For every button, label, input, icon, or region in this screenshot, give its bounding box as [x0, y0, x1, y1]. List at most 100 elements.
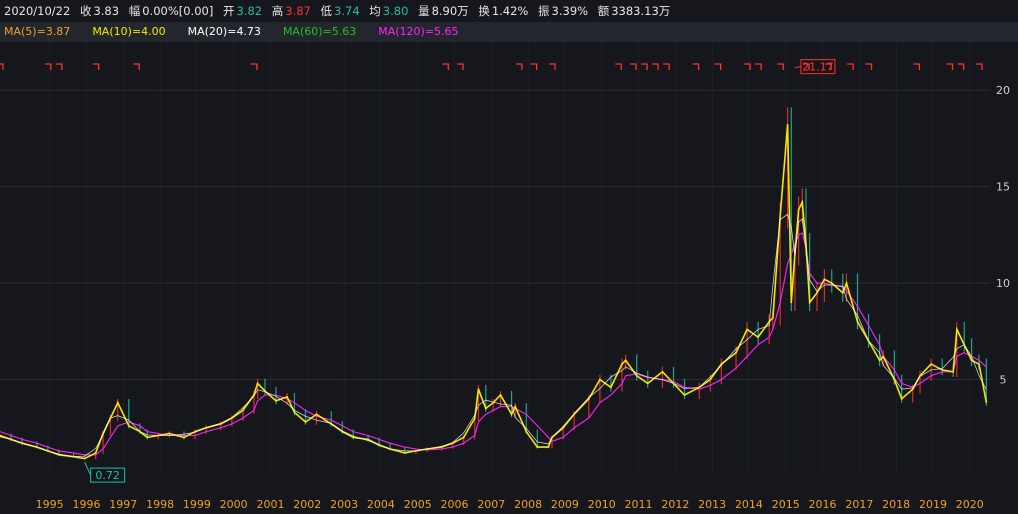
price-point [801, 201, 804, 203]
avg-value: 3.80 [382, 4, 409, 18]
price-point [672, 382, 675, 385]
x-tick-label: 2007 [477, 498, 505, 511]
event-marker [913, 63, 921, 70]
price-point [698, 386, 701, 389]
event-marker [615, 63, 622, 70]
event-marker [865, 63, 873, 70]
price-point [378, 444, 380, 447]
annotation-leader [794, 66, 802, 69]
event-marker [442, 63, 449, 70]
event-marker [92, 63, 100, 70]
price-point [985, 401, 988, 404]
price-point [941, 369, 944, 371]
event-marker [946, 63, 954, 70]
price-point [440, 446, 443, 448]
y-tick-label: 15 [996, 181, 1010, 194]
price-point [275, 399, 277, 402]
price-point [109, 417, 112, 420]
open-value: 3.82 [236, 4, 263, 18]
price-point [856, 320, 859, 323]
amplitude-value: 3.39% [551, 4, 589, 18]
x-tick-label: 2008 [514, 498, 542, 511]
price-point [841, 291, 844, 294]
event-marker [825, 63, 832, 70]
x-tick-label: 1996 [72, 498, 100, 511]
price-point [168, 432, 171, 435]
ma20-legend: MA(20)=4.73 [187, 25, 261, 38]
volume-label: 量 [418, 4, 430, 18]
x-tick-label: 2019 [919, 498, 947, 511]
price-point [253, 394, 255, 396]
price-point [786, 124, 789, 126]
price-point [127, 424, 130, 427]
price-point [102, 432, 104, 435]
amount-value: 3383.13万 [611, 4, 671, 18]
x-tick-label: 2012 [661, 498, 689, 511]
price-point [414, 450, 417, 452]
price-point [746, 328, 749, 331]
change-value: 0.00%[0.00] [142, 4, 214, 18]
price-point [146, 436, 149, 439]
ma10-legend: MA(10)=4.00 [92, 25, 166, 38]
x-tick-label: 2005 [404, 498, 432, 511]
price-point [315, 413, 318, 416]
x-tick-label: 1998 [146, 498, 174, 511]
annotation-leader [84, 461, 92, 476]
price-point [646, 382, 649, 385]
event-marker [457, 63, 464, 70]
ma120-legend: MA(120)=5.65 [378, 25, 459, 38]
price-point [816, 291, 818, 294]
x-tick-label: 2013 [698, 498, 726, 511]
event-marker [0, 63, 4, 70]
event-marker [530, 63, 538, 70]
event-marker [630, 63, 637, 70]
price-chart[interactable]: 5 10 15 20 1995 1996 1997 1998 1999 2000 2001 2002 2… [0, 42, 1018, 514]
price-point [771, 316, 774, 319]
price-point [845, 282, 848, 285]
max-price-label: 21.17 [802, 61, 834, 74]
price-point [900, 397, 903, 400]
price-point [624, 359, 627, 362]
turnover-label: 换 [478, 4, 490, 18]
x-tick-label: 1999 [183, 498, 211, 511]
price-point [963, 343, 966, 346]
event-marker [847, 63, 854, 70]
price-point [794, 253, 796, 256]
price-point [867, 340, 870, 342]
price-point [352, 436, 355, 439]
price-point [367, 438, 369, 441]
price-point [0, 434, 1, 437]
annotation-box [800, 59, 836, 75]
event-marker [55, 63, 63, 70]
price-point [514, 405, 517, 408]
price-point [978, 363, 980, 366]
x-tick-label: 2004 [367, 498, 395, 511]
price-point [256, 382, 259, 385]
price-point [779, 214, 782, 217]
price-point [525, 430, 528, 433]
y-tick-label: 10 [996, 277, 1010, 290]
volume-value: 8.90万 [431, 4, 469, 18]
event-marker [663, 63, 670, 70]
price-point [805, 243, 807, 246]
price-point [510, 413, 513, 416]
price-point [21, 442, 23, 445]
price-point [882, 355, 885, 358]
price-point [830, 282, 833, 285]
quote-date: 2020/10/22 [4, 4, 71, 18]
price-point [35, 446, 38, 448]
price-point [451, 442, 454, 445]
price-point [293, 411, 296, 414]
price-point [970, 359, 973, 362]
event-marker [744, 63, 751, 70]
event-marker [133, 63, 140, 70]
price-point [94, 451, 97, 454]
price-point [720, 363, 723, 366]
avg-label: 均 [369, 4, 381, 18]
price-point [219, 423, 222, 425]
price-point [183, 436, 185, 439]
low-value: 3.74 [334, 4, 360, 18]
price-point [709, 378, 712, 381]
low-label: 低 [320, 4, 333, 18]
x-tick-label: 1995 [36, 498, 64, 511]
